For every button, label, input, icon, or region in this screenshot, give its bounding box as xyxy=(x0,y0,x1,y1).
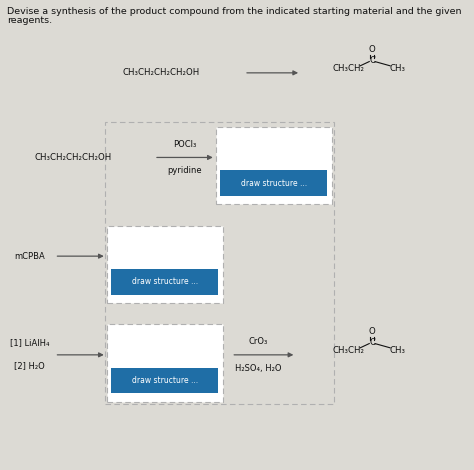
Text: CH₃CH₂CH₂CH₂OH: CH₃CH₂CH₂CH₂OH xyxy=(123,68,200,78)
Text: CH₃CH₂: CH₃CH₂ xyxy=(332,63,365,73)
Text: Devise a synthesis of the product compound from the indicated starting material : Devise a synthesis of the product compou… xyxy=(7,7,462,16)
Bar xyxy=(111,368,218,393)
Text: CrO₃: CrO₃ xyxy=(249,337,268,346)
Text: CH₃CH₂: CH₃CH₂ xyxy=(332,345,365,355)
Bar xyxy=(105,122,334,404)
Bar xyxy=(107,226,223,303)
Text: mCPBA: mCPBA xyxy=(14,251,45,261)
Bar xyxy=(111,269,218,295)
Bar xyxy=(107,324,223,402)
Text: pyridine: pyridine xyxy=(167,166,202,175)
Text: draw structure ...: draw structure ... xyxy=(132,277,198,286)
Text: CH₃: CH₃ xyxy=(389,345,405,355)
Bar xyxy=(220,170,327,196)
Text: [1] LiAlH₄: [1] LiAlH₄ xyxy=(9,338,49,348)
Text: C: C xyxy=(369,55,375,65)
Text: reagents.: reagents. xyxy=(7,16,52,24)
Text: [2] H₂O: [2] H₂O xyxy=(14,360,45,370)
Text: H₂SO₄, H₂O: H₂SO₄, H₂O xyxy=(235,363,282,373)
Text: CH₃: CH₃ xyxy=(389,63,405,73)
Text: CH₃CH₂CH₂CH₂OH: CH₃CH₂CH₂CH₂OH xyxy=(35,153,112,162)
Text: O: O xyxy=(369,327,375,336)
Text: O: O xyxy=(369,45,375,54)
Text: draw structure ...: draw structure ... xyxy=(132,376,198,385)
Text: C: C xyxy=(369,337,375,347)
Text: POCl₃: POCl₃ xyxy=(173,140,197,149)
Bar xyxy=(216,127,332,204)
Text: draw structure ...: draw structure ... xyxy=(241,179,307,188)
